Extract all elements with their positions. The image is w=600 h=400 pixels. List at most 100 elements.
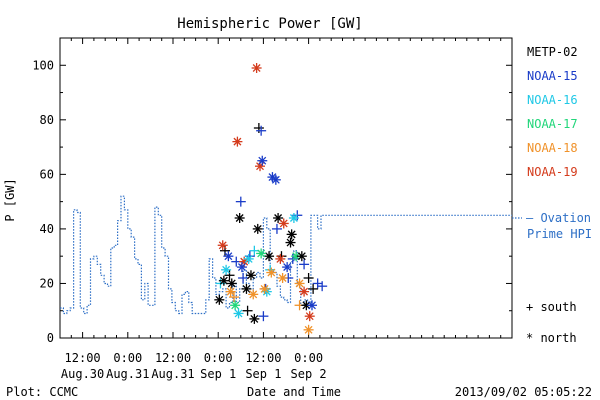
symbol-legend: + south * north bbox=[526, 300, 577, 345]
x-tick-date-label: Aug.31 bbox=[151, 367, 194, 381]
north-marker-d2 bbox=[249, 290, 258, 299]
y-axis-ticks: 0 20 40 60 80 100 bbox=[32, 58, 512, 345]
ovation-series bbox=[60, 195, 512, 315]
north-marker-d2 bbox=[257, 249, 266, 258]
plot-credit: Plot: CCMC bbox=[6, 385, 78, 399]
north-point bbox=[257, 155, 268, 166]
legend: METP-02 NOAA-15 NOAA-16 NOAA-17 NOAA-18 NOAA-… bbox=[527, 45, 578, 179]
north-point bbox=[259, 283, 270, 294]
north-point bbox=[296, 251, 307, 262]
x-tick-date-label: Sep 2 bbox=[291, 367, 327, 381]
north-point bbox=[278, 218, 289, 229]
north-marker-d2 bbox=[235, 214, 244, 222]
chart-title: Hemispheric Power [GW] bbox=[177, 16, 362, 32]
legend-entry: NOAA-16 bbox=[527, 93, 578, 107]
south-point bbox=[256, 125, 267, 136]
north-marker-d2 bbox=[279, 219, 288, 228]
north-marker-d2 bbox=[267, 268, 276, 277]
south-point bbox=[317, 281, 328, 292]
x-tick-date-label: Aug.31 bbox=[106, 367, 149, 381]
y-tick-label: 60 bbox=[40, 167, 54, 181]
north-marker-d2 bbox=[226, 287, 235, 296]
north-marker-d2 bbox=[305, 312, 314, 321]
north-marker-d2 bbox=[302, 301, 311, 310]
north-point bbox=[285, 237, 296, 248]
north-point bbox=[249, 313, 260, 324]
north-marker-d2 bbox=[253, 224, 262, 233]
north-point bbox=[256, 248, 267, 259]
north-point bbox=[306, 300, 317, 311]
legend-entry: NOAA-15 bbox=[527, 69, 578, 83]
north-marker-d2 bbox=[247, 271, 255, 280]
north-point bbox=[241, 283, 252, 294]
north-marker-d2 bbox=[297, 252, 306, 261]
north-point bbox=[233, 308, 244, 319]
legend-entry: NOAA-18 bbox=[527, 141, 578, 155]
north-point bbox=[214, 294, 225, 305]
north-marker-d2 bbox=[286, 238, 295, 247]
ovation-label: — Ovation Prime HPI bbox=[512, 211, 592, 241]
south-point bbox=[238, 273, 249, 283]
north-point bbox=[288, 213, 299, 223]
y-tick-label: 40 bbox=[40, 222, 54, 236]
north-marker-d2 bbox=[274, 214, 283, 222]
x-tick-time-label: 12:00 bbox=[65, 351, 101, 365]
north-marker-d2 bbox=[295, 279, 304, 288]
north-point bbox=[234, 213, 245, 223]
north-marker-d2 bbox=[289, 214, 298, 222]
north-marker-d2 bbox=[219, 276, 228, 285]
y-tick-label: 20 bbox=[40, 276, 54, 290]
south-point bbox=[299, 259, 310, 270]
ovation-label-line1: — Ovation bbox=[526, 211, 591, 225]
south-point bbox=[224, 270, 235, 281]
ovation-label-line2: Prime HPI bbox=[527, 227, 592, 241]
north-legend-label: * north bbox=[526, 331, 577, 345]
north-point bbox=[275, 253, 286, 264]
north-point bbox=[251, 63, 262, 73]
north-marker-d2 bbox=[215, 295, 224, 304]
legend-entry: NOAA-19 bbox=[527, 165, 578, 179]
north-point bbox=[218, 275, 229, 286]
north-point bbox=[252, 223, 263, 234]
x-tick-time-label: 12:00 bbox=[155, 351, 191, 365]
north-point bbox=[225, 286, 236, 297]
north-marker-d2 bbox=[222, 265, 231, 274]
north-marker-d2 bbox=[244, 254, 253, 263]
x-tick-date-label: Sep 1 bbox=[200, 367, 236, 381]
x-tick-date-label: Aug.30 bbox=[61, 367, 104, 381]
legend-entry: NOAA-17 bbox=[527, 117, 578, 131]
south-point bbox=[303, 273, 314, 283]
north-point bbox=[266, 267, 277, 278]
south-point bbox=[308, 283, 319, 294]
south-point bbox=[253, 123, 264, 133]
north-point bbox=[217, 240, 228, 251]
y-tick-label: 0 bbox=[47, 331, 54, 345]
north-point bbox=[236, 262, 247, 273]
north-marker-d2 bbox=[276, 254, 285, 263]
south-point bbox=[271, 223, 282, 234]
north-point bbox=[248, 289, 259, 300]
north-point bbox=[264, 251, 275, 262]
north-point bbox=[273, 213, 284, 223]
north-point bbox=[223, 251, 234, 262]
north-point bbox=[294, 278, 305, 289]
ovation-step-line bbox=[60, 195, 512, 315]
north-marker-d2 bbox=[287, 230, 296, 239]
x-axis-label: Date and Time bbox=[247, 385, 341, 399]
north-series bbox=[214, 63, 317, 335]
north-point bbox=[226, 278, 237, 289]
north-marker-d2 bbox=[233, 137, 242, 146]
north-marker-d2 bbox=[224, 252, 233, 261]
north-marker-d2 bbox=[260, 284, 269, 293]
north-marker-d2 bbox=[300, 287, 309, 296]
x-tick-time-label: 0:00 bbox=[204, 351, 233, 365]
x-tick-time-label: 0:00 bbox=[294, 351, 323, 365]
south-point bbox=[258, 311, 269, 322]
north-marker-d2 bbox=[227, 279, 236, 288]
north-marker-d2 bbox=[283, 263, 292, 272]
north-marker-d2 bbox=[234, 309, 243, 318]
north-point bbox=[277, 273, 288, 283]
south-point bbox=[229, 292, 240, 303]
north-point bbox=[232, 136, 243, 147]
x-tick-time-label: 12:00 bbox=[245, 351, 281, 365]
